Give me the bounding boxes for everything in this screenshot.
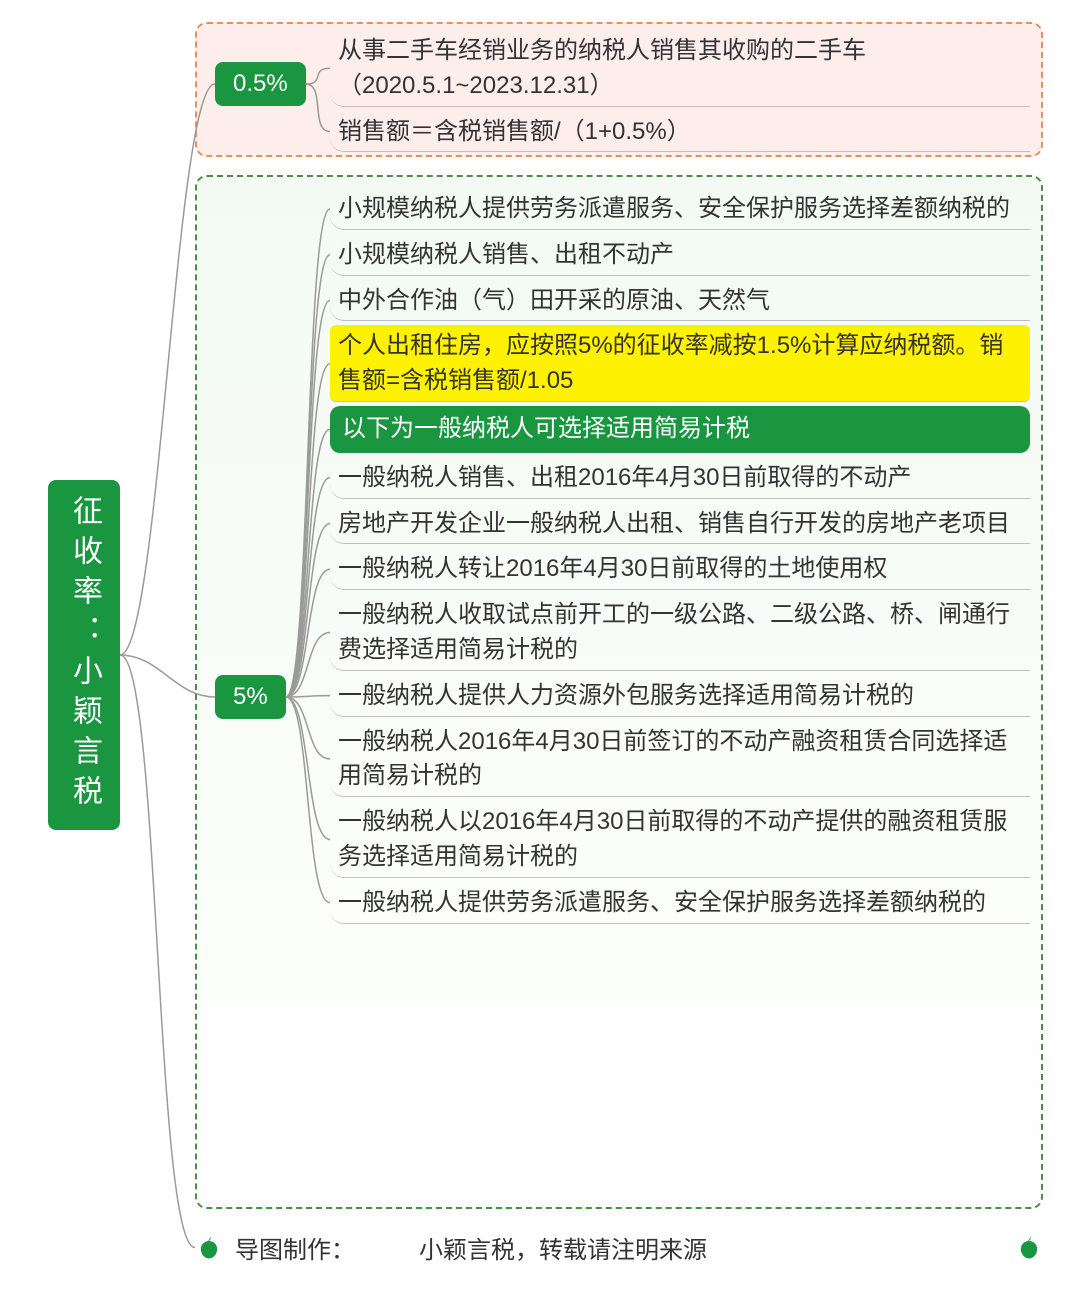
group-b-item: 中外合作油（气）田开采的原油、天然气 <box>330 280 1030 322</box>
group-b-item: 小规模纳税人销售、出租不动产 <box>330 234 1030 276</box>
group-a-item: 从事二手车经销业务的纳税人销售其收购的二手车（2020.5.1~2023.12.… <box>330 30 1030 107</box>
items-column-b: 小规模纳税人提供劳务派遣服务、安全保护服务选择差额纳税的小规模纳税人销售、出租不… <box>330 188 1030 924</box>
rate-badge-b: 5% <box>215 675 286 719</box>
root-node: 征收率：小颖言税 <box>48 480 120 830</box>
group-b-item: 一般纳税人销售、出租2016年4月30日前取得的不动产 <box>330 457 1030 499</box>
apple-icon <box>1015 1234 1043 1262</box>
group-b-item: 一般纳税人转让2016年4月30日前取得的土地使用权 <box>330 548 1030 590</box>
group-b-item: 一般纳税人提供劳务派遣服务、安全保护服务选择差额纳税的 <box>330 882 1030 924</box>
root-label: 征收率：小颖言税 <box>62 495 106 815</box>
rate-a-text: 0.5% <box>233 70 288 98</box>
footer-label: 导图制作： <box>235 1230 355 1265</box>
group-b-item: 以下为一般纳税人可选择适用简易计税 <box>330 406 1030 453</box>
group-b-item: 一般纳税人以2016年4月30日前取得的不动产提供的融资租赁服务选择适用简易计税… <box>330 801 1030 878</box>
footer-row: 导图制作： 小颖言税，转载请注明来源 <box>195 1230 1043 1265</box>
items-column-a: 从事二手车经销业务的纳税人销售其收购的二手车（2020.5.1~2023.12.… <box>330 30 1030 152</box>
group-b-item: 小规模纳税人提供劳务派遣服务、安全保护服务选择差额纳税的 <box>330 188 1030 230</box>
group-b-item: 房地产开发企业一般纳税人出租、销售自行开发的房地产老项目 <box>330 503 1030 545</box>
group-b-item: 个人出租住房，应按照5%的征收率减按1.5%计算应纳税额。销售额=含税销售额/1… <box>330 325 1030 402</box>
group-b-item: 一般纳税人2016年4月30日前签订的不动产融资租赁合同选择适用简易计税的 <box>330 721 1030 798</box>
footer-author: 小颖言税，转载请注明来源 <box>419 1230 707 1265</box>
group-b-item: 一般纳税人收取试点前开工的一级公路、二级公路、桥、闸通行费选择适用简易计税的 <box>330 594 1030 671</box>
rate-b-text: 5% <box>233 683 268 711</box>
diagram-container: 征收率：小颖言税 0.5% 5% 从事二手车经销业务的纳税人销售其收购的二手车（… <box>0 0 1080 1314</box>
apple-icon <box>195 1234 223 1262</box>
group-b-item: 一般纳税人提供人力资源外包服务选择适用简易计税的 <box>330 675 1030 717</box>
group-a-item: 销售额＝含税销售额/（1+0.5%） <box>330 111 1030 153</box>
rate-badge-a: 0.5% <box>215 62 306 106</box>
